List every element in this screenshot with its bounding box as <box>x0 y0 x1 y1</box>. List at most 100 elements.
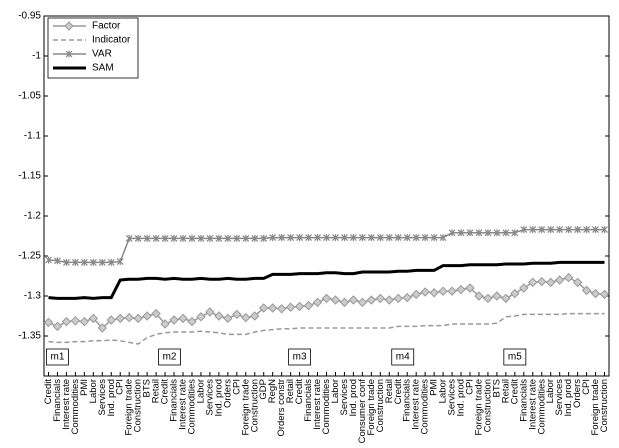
x-tick-label: Construction <box>375 379 386 432</box>
annotation: m1 <box>50 352 64 363</box>
x-tick-label: RegN <box>267 379 278 403</box>
series-marker <box>89 258 97 266</box>
series-marker <box>259 303 269 313</box>
x-tick-label: Labor <box>88 379 99 403</box>
series-marker <box>71 258 79 266</box>
x-tick-label: Financials <box>518 379 529 422</box>
x-tick-label: Retail <box>151 379 162 403</box>
series-marker <box>501 293 511 304</box>
series-marker <box>592 226 599 234</box>
legend-label: Factor <box>92 21 121 32</box>
x-tick-label: Construction <box>249 379 260 432</box>
series-marker <box>332 234 339 242</box>
series-marker <box>502 229 510 237</box>
series-marker <box>511 229 519 237</box>
x-tick-label: PMI <box>429 379 440 396</box>
series-line <box>48 260 605 300</box>
legend-label: Indicator <box>92 35 131 46</box>
y-tick-label: -0.95 <box>18 11 41 22</box>
series-marker <box>241 312 251 323</box>
series-marker <box>61 316 72 327</box>
series-marker <box>349 234 357 242</box>
x-tick-label: Services <box>204 379 215 416</box>
series-marker <box>547 226 555 234</box>
series-marker <box>366 295 377 305</box>
series-marker <box>223 313 233 324</box>
series-marker <box>260 234 268 242</box>
series-marker <box>367 234 375 242</box>
series-marker <box>142 311 152 321</box>
series-marker <box>250 311 260 321</box>
series-marker <box>475 229 483 237</box>
series-marker <box>52 321 63 332</box>
series-marker <box>537 276 547 287</box>
series-marker <box>70 316 81 326</box>
series-marker <box>429 288 439 298</box>
x-tick-label: Retail <box>285 379 296 403</box>
x-tick-label: Labor <box>438 379 449 403</box>
series-marker <box>294 301 305 312</box>
series-marker <box>520 226 528 234</box>
x-tick-label: CPI <box>581 379 592 395</box>
x-tick-label: Ind. prod <box>348 379 359 417</box>
series-marker <box>457 229 465 237</box>
series-marker <box>197 234 205 242</box>
series-line <box>48 312 605 345</box>
x-tick-label: CPI <box>231 379 242 395</box>
series-marker <box>456 284 466 295</box>
series-marker <box>554 275 565 285</box>
series-marker <box>510 288 520 299</box>
x-tick-label: Ind. prod <box>456 379 467 417</box>
series-marker <box>79 316 90 327</box>
x-tick-label: Foreign trade <box>240 379 251 436</box>
series-marker <box>285 302 296 312</box>
series-marker <box>394 234 402 242</box>
x-tick-label: Foreign trade <box>124 379 135 436</box>
series-marker <box>312 297 323 308</box>
x-tick-label: Credit <box>294 379 305 405</box>
x-tick-label: Orders constr <box>276 379 287 437</box>
series-marker <box>188 234 196 242</box>
legend-marker <box>65 50 73 58</box>
x-tick-label: Financials <box>402 379 413 422</box>
series-marker <box>563 272 574 283</box>
series-marker <box>483 293 493 304</box>
series-marker <box>196 312 206 322</box>
x-tick-label: PMI <box>79 379 90 396</box>
x-tick-label: Services <box>97 379 108 416</box>
annotation: m2 <box>163 352 177 363</box>
x-tick-label: Orders <box>222 379 233 408</box>
series-marker <box>465 283 475 293</box>
series-marker <box>341 234 348 242</box>
y-tick-label: -1.1 <box>24 131 42 142</box>
x-tick-label: BTS <box>142 379 153 397</box>
x-tick-label: Commodities <box>321 379 332 435</box>
x-tick-label: CPI <box>115 379 126 395</box>
x-tick-label: Labor <box>195 379 206 403</box>
series-marker <box>339 297 350 308</box>
annotation-box <box>503 348 527 366</box>
x-tick-label: Interest rate <box>527 379 538 430</box>
series-marker <box>107 258 115 266</box>
series-marker <box>232 309 242 320</box>
series-marker <box>187 316 197 327</box>
series-marker <box>375 293 386 304</box>
series-marker <box>215 234 223 242</box>
series-marker <box>492 291 502 301</box>
series-marker <box>178 313 188 324</box>
y-tick-label: -1.05 <box>18 91 41 102</box>
series-marker <box>384 295 394 305</box>
series-marker <box>358 234 366 242</box>
series-marker <box>296 234 304 242</box>
x-tick-label: Labor <box>330 379 341 403</box>
x-tick-label: Retail <box>500 379 511 403</box>
series-marker <box>151 308 161 319</box>
series-marker <box>115 313 125 324</box>
series-marker <box>321 293 332 304</box>
series-marker <box>574 226 582 234</box>
series-marker <box>179 234 187 242</box>
annotation: m5 <box>508 352 522 363</box>
series-marker <box>421 234 429 242</box>
series-marker <box>545 277 556 288</box>
